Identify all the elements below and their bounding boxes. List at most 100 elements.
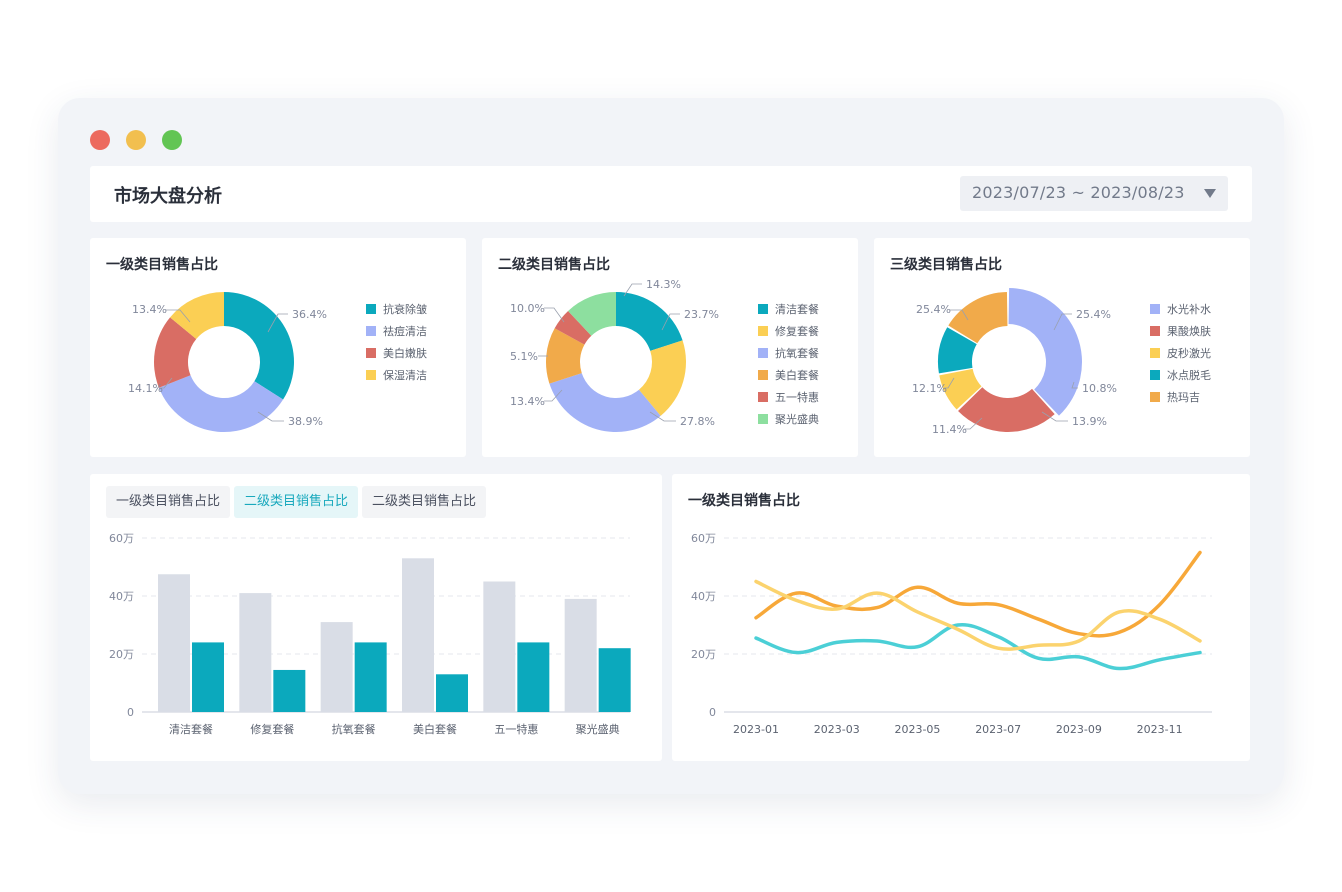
- donut-1-leader-line-1: [267, 313, 288, 333]
- donut-1-leader-line-2: [160, 377, 173, 389]
- donut-3-slice-1[interactable]: [958, 387, 1055, 432]
- donut-3-value-label-0: 25.4%: [916, 303, 951, 316]
- donut-3-slice-3[interactable]: [938, 327, 977, 374]
- legend-item[interactable]: 热玛吉: [1150, 386, 1211, 408]
- donut-1-slice-2[interactable]: [154, 317, 197, 388]
- bar-x-tick-5: 聚光盛典: [576, 722, 620, 736]
- legend-swatch: [366, 304, 376, 314]
- donut-2-slice-2[interactable]: [549, 373, 661, 432]
- legend-item[interactable]: 清洁套餐: [758, 298, 819, 320]
- legend-item[interactable]: 美白嫩肤: [366, 342, 427, 364]
- legend-label: 祛痘清洁: [383, 325, 427, 338]
- app-window: 市场大盘分析 2023/07/23 ~ 2023/08/23 一级类目销售占比 …: [58, 98, 1284, 794]
- bar-x-tick-1: 修复套餐: [250, 722, 294, 736]
- donut-3-value-label-2: 10.8%: [1082, 382, 1117, 395]
- maximize-window-button[interactable]: [162, 130, 182, 150]
- donut-1-value-label-2: 14.1%: [128, 382, 163, 395]
- legend-label: 修复套餐: [775, 325, 819, 338]
- legend-item[interactable]: 美白套餐: [758, 364, 819, 386]
- legend-item[interactable]: 抗衰除皱: [366, 298, 427, 320]
- donut-2-slice-0[interactable]: [616, 292, 683, 351]
- bar-五一特惠-series-0[interactable]: [483, 581, 516, 713]
- donut-2-value-label-0: 10.0%: [510, 302, 545, 315]
- donut-3-title: 三级类目销售占比: [890, 257, 1002, 273]
- legend-item[interactable]: 皮秒激光: [1150, 342, 1211, 364]
- donut-1-value-label-0: 13.4%: [132, 303, 167, 316]
- donut-3-slice-4[interactable]: [948, 292, 1008, 344]
- page-title: 市场大盘分析: [114, 186, 222, 207]
- bar-chart-tabs: 一级类目销售占比 二级类目销售占比 二级类目销售占比: [106, 486, 490, 518]
- bar-chart-card: 一级类目销售占比 二级类目销售占比 二级类目销售占比 0 20万 40万 60万 清洁套餐修…: [90, 474, 662, 761]
- donut-3-value-label-5: 13.9%: [1072, 415, 1107, 428]
- tab-2[interactable]: 二级类目销售占比: [362, 486, 487, 518]
- donut-card-1: 一级类目销售占比 13.4% 36.4% 14.1% 38.9% 抗衰除皱 祛痘清洁 美白…: [90, 238, 466, 457]
- bar-聚光盛典-series-1[interactable]: [598, 648, 631, 712]
- bar-修复套餐-series-1[interactable]: [273, 669, 306, 712]
- legend-swatch: [758, 414, 768, 424]
- line-x-tick-0: 2023-01: [733, 723, 779, 736]
- line-series-2[interactable]: [754, 579, 1202, 651]
- legend-item[interactable]: 冰点脱毛: [1150, 364, 1211, 386]
- donut-3-slice-2[interactable]: [939, 368, 982, 410]
- donut-2-slice-5[interactable]: [568, 292, 616, 336]
- bar-抗氧套餐-series-0[interactable]: [320, 622, 353, 712]
- legend-item[interactable]: 水光补水: [1150, 298, 1211, 320]
- donut-2-slice-4[interactable]: [554, 310, 592, 345]
- close-window-button[interactable]: [90, 130, 110, 150]
- donut-2-slice-3[interactable]: [546, 328, 585, 384]
- donut-2-leader-line-0: [544, 307, 565, 323]
- donut-3-leader-line-0: [950, 309, 969, 321]
- donut-1-slice-1[interactable]: [158, 375, 284, 432]
- donut-1-slice-3[interactable]: [170, 292, 224, 340]
- donut-3-slice-0[interactable]: [1008, 288, 1082, 416]
- page-header: 市场大盘分析 2023/07/23 ~ 2023/08/23: [90, 166, 1252, 222]
- donut-3-value-label-1: 25.4%: [1076, 308, 1111, 321]
- tab-0[interactable]: 一级类目销售占比: [106, 486, 231, 518]
- line-series-1[interactable]: [754, 550, 1202, 638]
- legend-item[interactable]: 祛痘清洁: [366, 320, 427, 342]
- bar-x-tick-0: 清洁套餐: [169, 722, 213, 736]
- donut-1-slice-0[interactable]: [224, 292, 294, 400]
- legend-label: 皮秒激光: [1167, 347, 1211, 360]
- line-y-tick-3: 60万: [691, 532, 716, 545]
- bar-修复套餐-series-0[interactable]: [239, 593, 272, 712]
- donut-3-leader-line-1: [1053, 313, 1072, 331]
- donut-chart-1: 13.4% 36.4% 14.1% 38.9%: [128, 292, 327, 432]
- legend-item[interactable]: 果酸焕肤: [1150, 320, 1211, 342]
- line-x-tick-4: 2023-09: [1056, 723, 1102, 736]
- bar-聚光盛典-series-0[interactable]: [564, 598, 597, 712]
- tab-1[interactable]: 二级类目销售占比: [234, 486, 359, 518]
- legend-swatch: [758, 370, 768, 380]
- legend-swatch: [1150, 370, 1160, 380]
- donut-1-value-label-3: 38.9%: [288, 415, 323, 428]
- bar-清洁套餐-series-1[interactable]: [192, 642, 224, 712]
- donut-2-value-label-2: 23.7%: [684, 308, 719, 321]
- line-x-tick-3: 2023-07: [975, 723, 1021, 736]
- bar-抗氧套餐-series-1[interactable]: [354, 642, 387, 712]
- donut-2-value-label-4: 13.4%: [510, 395, 545, 408]
- bar-五一特惠-series-1[interactable]: [517, 642, 550, 712]
- bar-y-tick-1: 20万: [109, 648, 134, 661]
- legend-swatch: [758, 392, 768, 402]
- legend-item[interactable]: 五一特惠: [758, 386, 819, 408]
- date-range-picker[interactable]: 2023/07/23 ~ 2023/08/23: [960, 176, 1228, 211]
- legend-item[interactable]: 聚光盛典: [758, 408, 819, 430]
- legend-item[interactable]: 修复套餐: [758, 320, 819, 342]
- line-series-0[interactable]: [754, 622, 1202, 671]
- bar-x-tick-3: 美白套餐: [413, 722, 457, 736]
- bar-美白套餐-series-1[interactable]: [436, 674, 468, 712]
- legend-swatch: [366, 326, 376, 336]
- minimize-window-button[interactable]: [126, 130, 146, 150]
- legend-item[interactable]: 保湿清洁: [366, 364, 427, 386]
- legend-item[interactable]: 抗氧套餐: [758, 342, 819, 364]
- legend-label: 热玛吉: [1167, 391, 1200, 404]
- legend-swatch: [1150, 348, 1160, 358]
- bar-美白套餐-series-0[interactable]: [402, 558, 434, 712]
- legend-label: 聚光盛典: [775, 413, 819, 426]
- donut-1-value-label-1: 36.4%: [292, 308, 327, 321]
- legend-label: 保湿清洁: [383, 369, 427, 382]
- line-y-tick-1: 20万: [691, 648, 716, 661]
- bar-清洁套餐-series-0[interactable]: [158, 574, 190, 712]
- donut-2-slice-1[interactable]: [638, 340, 686, 416]
- donut-2-leader-line-4: [544, 389, 563, 402]
